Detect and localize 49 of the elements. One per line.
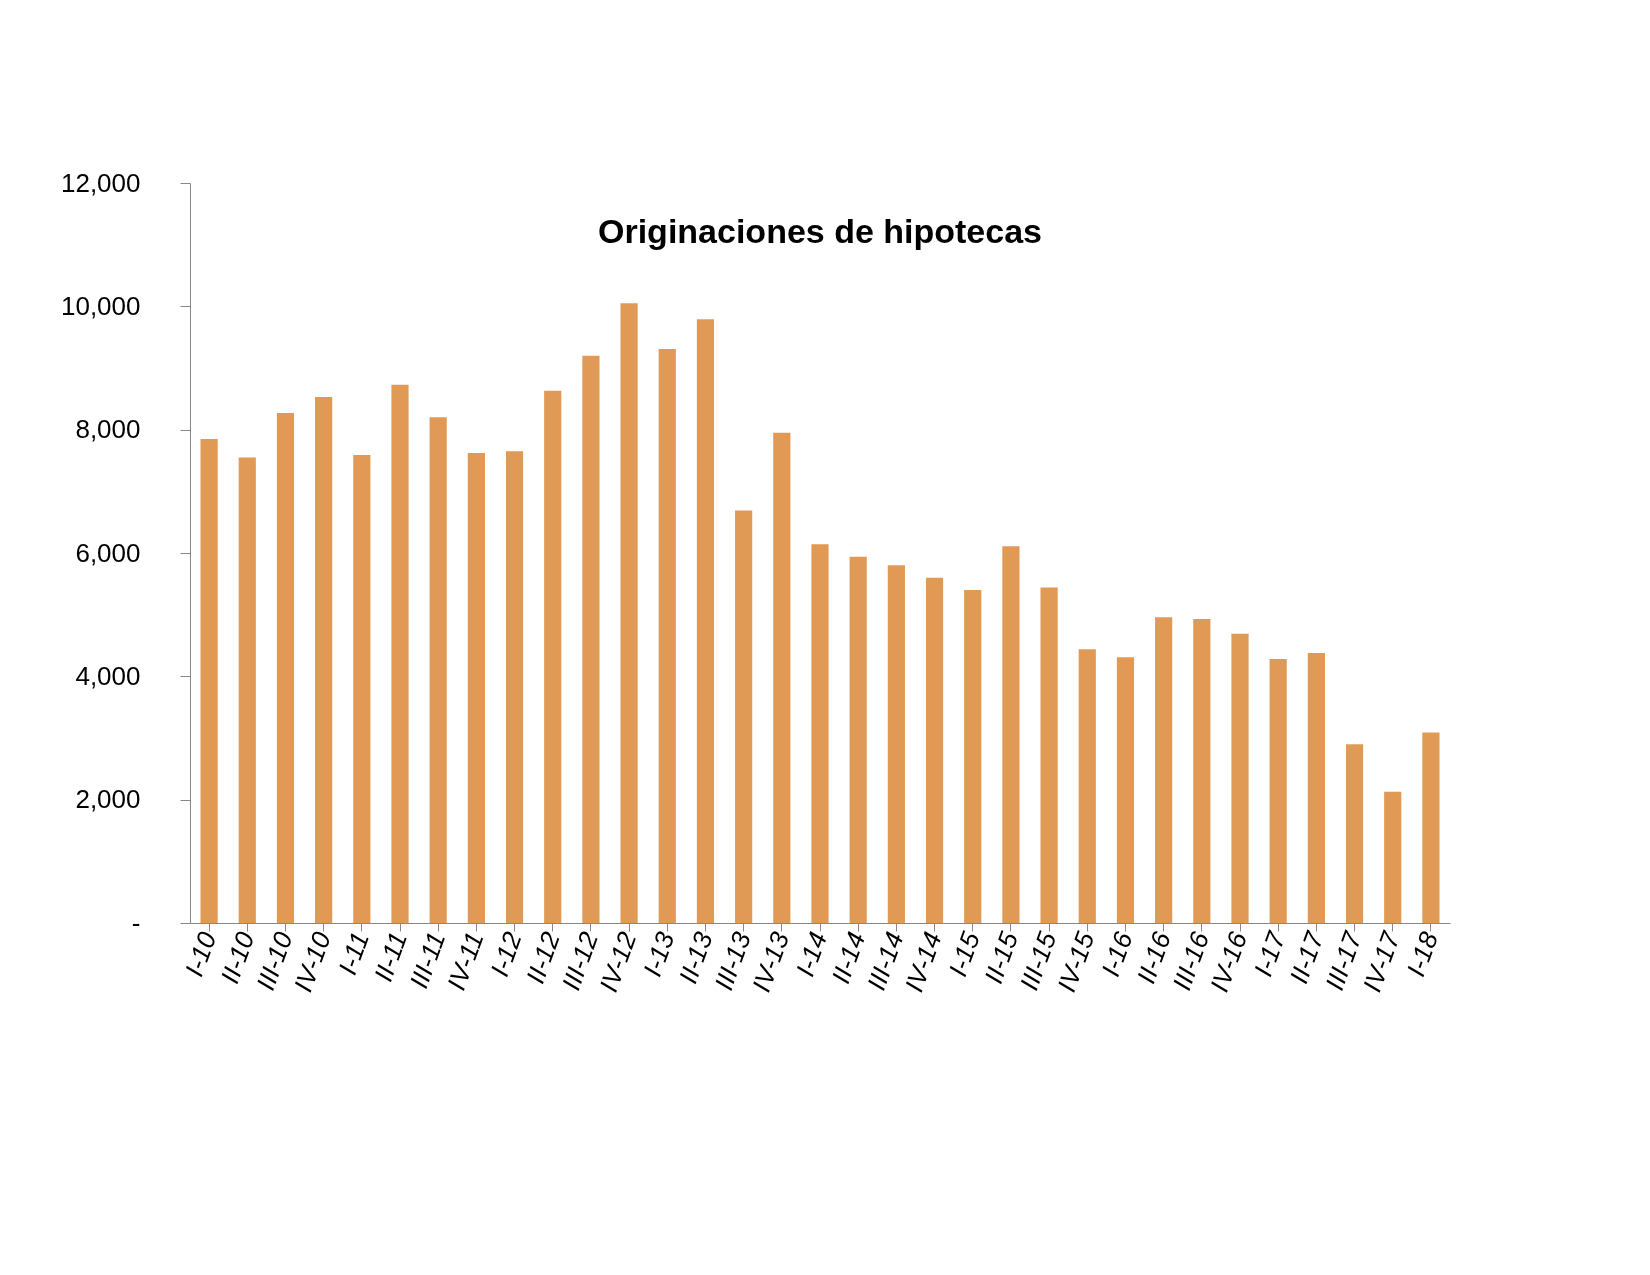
x-tick-label: I-16 <box>1095 927 1139 981</box>
y-tick-label: 2,000 <box>75 784 141 815</box>
x-tick-label: I-13 <box>636 927 681 981</box>
bar <box>811 544 829 923</box>
y-tick-label: 10,000 <box>60 290 141 321</box>
x-tick-label: I-14 <box>789 928 834 981</box>
y-tick-label: - <box>131 907 141 938</box>
bar <box>505 451 524 923</box>
bar <box>1193 618 1211 923</box>
bar <box>1345 744 1364 923</box>
bar <box>773 432 791 923</box>
bar <box>1002 546 1020 923</box>
bar <box>658 348 676 923</box>
bar <box>1040 587 1058 923</box>
bar <box>1231 633 1249 923</box>
x-tick-label: I-11 <box>332 928 375 979</box>
bar <box>1307 652 1325 923</box>
bar <box>276 413 295 923</box>
bar <box>925 577 944 923</box>
bar <box>429 417 447 923</box>
bar <box>1269 659 1287 923</box>
bar <box>1155 617 1173 923</box>
bar <box>696 319 715 923</box>
bar <box>887 565 905 923</box>
text: Originaciones de hipotecas <box>597 212 1043 250</box>
bar <box>582 355 600 923</box>
x-tick-label: I-17 <box>1247 926 1292 981</box>
bar <box>620 303 638 923</box>
bar <box>238 457 256 923</box>
bar <box>467 453 485 923</box>
bar <box>735 510 753 923</box>
bar <box>353 454 371 923</box>
bar <box>1422 732 1440 923</box>
bar <box>964 590 982 923</box>
y-tick-label: 6,000 <box>75 537 141 568</box>
bar <box>200 438 218 923</box>
bar <box>1384 791 1402 923</box>
x-tick-label: I-10 <box>178 927 223 981</box>
y-tick-label: 12,000 <box>60 167 141 198</box>
x-tick-label: I-18 <box>1400 927 1445 981</box>
bar <box>315 396 333 923</box>
y-tick-label: 4,000 <box>75 660 141 691</box>
bar <box>391 384 409 923</box>
y-tick-label: 8,000 <box>75 414 141 445</box>
bar <box>1078 649 1096 923</box>
bar <box>1116 657 1135 923</box>
bar <box>544 390 562 923</box>
bar <box>849 556 867 923</box>
x-tick-label: I-12 <box>484 927 528 981</box>
